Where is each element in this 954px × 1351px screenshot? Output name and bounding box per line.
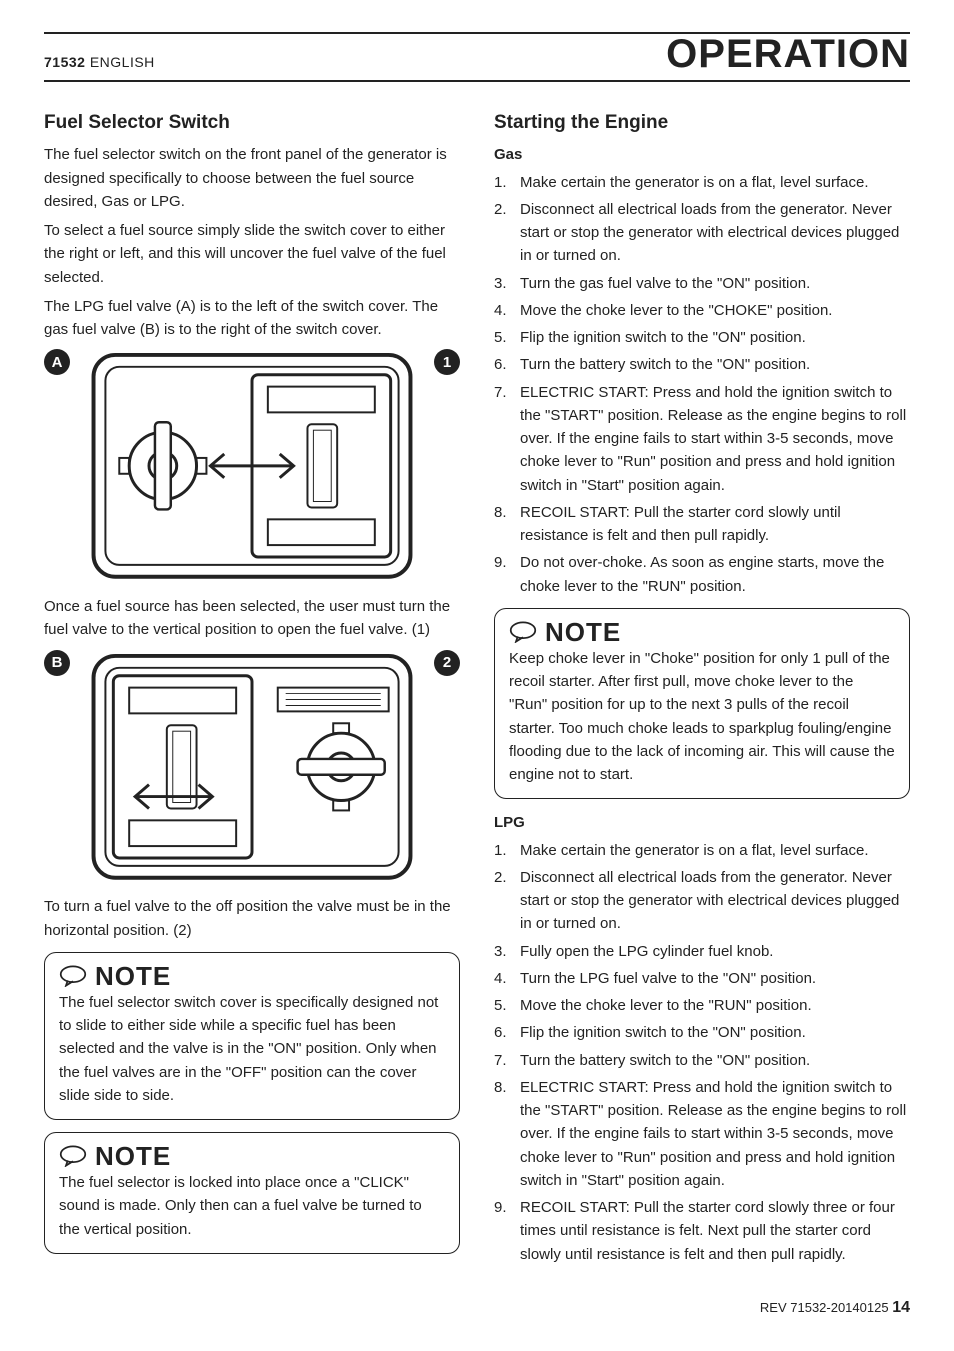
figure-fuel-switch-b: B 2 [44, 648, 460, 886]
left-column: Fuel Selector Switch The fuel selector s… [44, 108, 460, 1274]
fuel-selector-p3: The LPG fuel valve (A) is to the left of… [44, 295, 460, 342]
lpg-step: Make certain the generator is on a flat,… [494, 839, 910, 862]
doc-number: 71532 [44, 54, 85, 70]
gas-step: Flip the ignition switch to the "ON" pos… [494, 326, 910, 349]
speech-bubble-icon [59, 965, 87, 987]
doc-language: ENGLISH [90, 54, 155, 70]
gas-step: Make certain the generator is on a flat,… [494, 171, 910, 194]
page-footer: REV 71532-20140125 14 [44, 1296, 910, 1321]
note-1-title: NOTE [95, 963, 171, 989]
gas-step: Do not over-choke. As soon as engine sta… [494, 551, 910, 598]
revision-code: REV 71532-20140125 [760, 1300, 889, 1315]
lpg-step: ELECTRIC START: Press and hold the ignit… [494, 1076, 910, 1192]
doc-code: 71532 ENGLISH [44, 52, 155, 74]
header-row: 71532 ENGLISH OPERATION [44, 34, 910, 80]
speech-bubble-icon [509, 621, 537, 643]
note-right-header: NOTE [509, 619, 895, 645]
badge-b: B [44, 650, 70, 676]
switch-diagram-2-icon [44, 648, 460, 886]
note-right-body: Keep choke lever in "Choke" position for… [509, 647, 895, 787]
starting-engine-heading: Starting the Engine [494, 108, 910, 137]
note-box-1: NOTE The fuel selector switch cover is s… [44, 952, 460, 1120]
figure-fuel-switch-a: A 1 [44, 347, 460, 585]
lpg-step: Disconnect all electrical loads from the… [494, 866, 910, 936]
note-2-title: NOTE [95, 1143, 171, 1169]
gas-step: ELECTRIC START: Press and hold the ignit… [494, 381, 910, 497]
gas-step: Move the choke lever to the "CHOKE" posi… [494, 299, 910, 322]
fuel-selector-p5: To turn a fuel valve to the off position… [44, 895, 460, 942]
lpg-step: Turn the battery switch to the "ON" posi… [494, 1049, 910, 1072]
page-header: 71532 ENGLISH OPERATION [44, 32, 910, 80]
lpg-steps-list: Make certain the generator is on a flat,… [494, 839, 910, 1266]
fuel-selector-p2: To select a fuel source simply slide the… [44, 219, 460, 289]
lpg-step: Move the choke lever to the "RUN" positi… [494, 994, 910, 1017]
gas-subheading: Gas [494, 143, 910, 166]
gas-step: RECOIL START: Pull the starter cord slow… [494, 501, 910, 548]
note-box-2: NOTE The fuel selector is locked into pl… [44, 1132, 460, 1254]
content-columns: Fuel Selector Switch The fuel selector s… [44, 108, 910, 1274]
lpg-step: Fully open the LPG cylinder fuel knob. [494, 940, 910, 963]
gas-step: Disconnect all electrical loads from the… [494, 198, 910, 268]
right-column: Starting the Engine Gas Make certain the… [494, 108, 910, 1274]
note-1-body: The fuel selector switch cover is specif… [59, 991, 445, 1107]
note-box-right: NOTE Keep choke lever in "Choke" positio… [494, 608, 910, 800]
lpg-step: Turn the LPG fuel valve to the "ON" posi… [494, 967, 910, 990]
lpg-subheading: LPG [494, 811, 910, 834]
gas-steps-list: Make certain the generator is on a flat,… [494, 171, 910, 598]
badge-2: 2 [434, 650, 460, 676]
speech-bubble-icon [59, 1145, 87, 1167]
fuel-selector-p4: Once a fuel source has been selected, th… [44, 595, 460, 642]
page-number: 14 [892, 1299, 910, 1316]
note-1-header: NOTE [59, 963, 445, 989]
note-2-body: The fuel selector is locked into place o… [59, 1171, 445, 1241]
lpg-step: Flip the ignition switch to the "ON" pos… [494, 1021, 910, 1044]
gas-step: Turn the battery switch to the "ON" posi… [494, 353, 910, 376]
fuel-selector-heading: Fuel Selector Switch [44, 108, 460, 137]
note-right-title: NOTE [545, 619, 621, 645]
gas-step: Turn the gas fuel valve to the "ON" posi… [494, 272, 910, 295]
lpg-step: RECOIL START: Pull the starter cord slow… [494, 1196, 910, 1266]
fuel-selector-p1: The fuel selector switch on the front pa… [44, 143, 460, 213]
switch-diagram-1-icon [44, 347, 460, 585]
page-title: OPERATION [666, 34, 910, 76]
note-2-header: NOTE [59, 1143, 445, 1169]
